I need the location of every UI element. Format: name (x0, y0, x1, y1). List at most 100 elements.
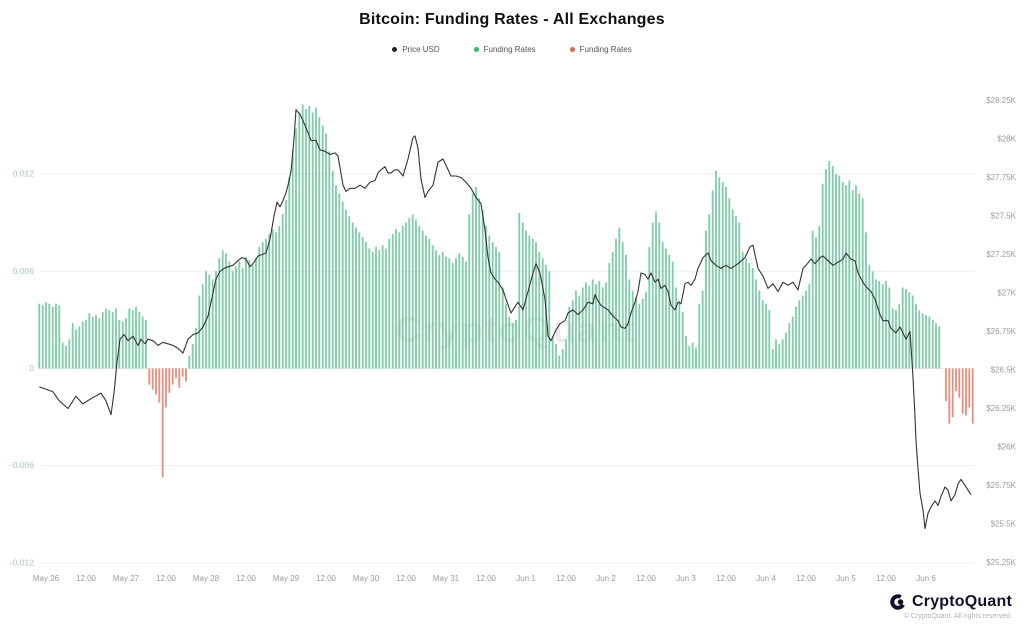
funding-bar-positive (701, 290, 704, 369)
funding-bar-positive (708, 214, 711, 369)
y-right-tick-label: $27.25K (986, 250, 1016, 259)
funding-bar-positive (308, 105, 311, 369)
funding-bar-positive (355, 227, 357, 369)
funding-bar-negative (158, 368, 161, 403)
funding-bar-positive (771, 349, 774, 369)
funding-bar-positive (581, 287, 584, 369)
funding-bar-positive (428, 238, 431, 369)
funding-bar-positive (908, 292, 911, 369)
funding-bar-positive (241, 268, 244, 369)
funding-bar-positive (321, 125, 324, 369)
page-title: Bitcoin: Funding Rates - All Exchanges (359, 11, 665, 28)
funding-bar-positive (601, 287, 604, 369)
funding-rates-green-dot-icon (473, 47, 479, 52)
funding-bar-positive (865, 232, 867, 369)
funding-bar-positive (788, 323, 791, 369)
funding-bar-positive (191, 344, 194, 369)
funding-bar-positive (395, 229, 397, 369)
funding-bar-positive (511, 323, 514, 369)
x-axis-tick-label: 12:00 (556, 574, 577, 583)
funding-bar-positive (271, 229, 274, 369)
funding-bar-positive (848, 180, 851, 369)
funding-rates-red-dot-icon (569, 47, 575, 52)
funding-bar-positive (635, 297, 637, 369)
x-axis-tick-label: May 31 (433, 574, 460, 583)
y-left-tick-label: 0 (29, 363, 34, 373)
chart-legend: Price USD Funding Rates Funding Rates (0, 45, 1024, 54)
funding-bar-positive (515, 319, 517, 369)
legend-label: Price USD (402, 45, 440, 54)
funding-bar-positive (45, 302, 47, 369)
funding-bar-positive (388, 238, 391, 369)
funding-bar-positive (508, 316, 511, 369)
funding-bar-positive (691, 342, 694, 369)
funding-bar-positive (215, 271, 217, 369)
funding-bar-positive (218, 258, 221, 369)
funding-bar-positive (431, 245, 434, 369)
funding-bar-positive (331, 170, 334, 369)
funding-bar-positive (341, 201, 344, 369)
funding-bar-positive (658, 222, 661, 369)
funding-bar-negative (948, 368, 951, 424)
funding-bar-positive (458, 253, 461, 369)
x-axis-tick-label: 12:00 (156, 574, 177, 583)
funding-bar-negative (951, 368, 954, 418)
legend-item-funding-rates-negative[interactable]: Funding Rates (569, 45, 632, 54)
cryptoquant-watermark: CryptoQuant (395, 309, 637, 350)
funding-bar-positive (375, 246, 377, 369)
funding-bar-positive (538, 251, 541, 369)
funding-bar-positive (631, 290, 634, 369)
funding-bar-positive (548, 271, 551, 369)
funding-bar-negative (971, 368, 974, 424)
funding-bar-positive (645, 292, 647, 369)
funding-bar-positive (195, 328, 197, 369)
funding-bar-positive (918, 310, 921, 369)
funding-bar-positive (425, 235, 427, 369)
funding-bar-positive (911, 295, 914, 369)
funding-bar-positive (288, 177, 291, 369)
x-axis-tick-label: 12:00 (876, 574, 897, 583)
funding-bar-positive (811, 230, 814, 369)
funding-bar-positive (281, 214, 284, 369)
funding-bar-positive (665, 248, 667, 369)
funding-bar-positive (98, 318, 101, 369)
funding-bar-positive (71, 323, 74, 369)
funding-bar-positive (238, 261, 241, 369)
funding-bar-positive (301, 104, 304, 369)
funding-bar-positive (378, 250, 381, 369)
x-axis-tick-label: Jun 4 (756, 574, 776, 583)
funding-bar-positive (851, 190, 854, 369)
legend-item-price-usd[interactable]: Price USD (392, 45, 440, 54)
funding-bar-positive (485, 225, 487, 369)
funding-bar-positive (935, 323, 937, 369)
funding-bar-positive (555, 344, 557, 369)
funding-bar-positive (841, 182, 844, 369)
funding-bar-positive (688, 345, 691, 369)
funding-bar-positive (438, 255, 441, 369)
funding-bar-positive (775, 339, 777, 369)
funding-bar-positive (145, 319, 147, 369)
funding-bar-positive (91, 316, 94, 369)
funding-bar-positive (51, 306, 54, 369)
x-axis-tick-label: May 30 (353, 574, 380, 583)
funding-bar-positive (491, 242, 494, 369)
y-right-tick-label: $28K (997, 135, 1016, 144)
legend-label: Funding Rates (483, 45, 536, 54)
funding-bar-positive (245, 256, 247, 369)
legend-item-funding-rates-positive[interactable]: Funding Rates (473, 45, 536, 54)
price-usd-line (39, 109, 972, 530)
funding-bar-positive (328, 151, 331, 369)
funding-bar-positive (561, 349, 564, 369)
funding-bar-positive (48, 303, 51, 369)
funding-bar-positive (648, 246, 651, 369)
funding-bar-positive (381, 245, 384, 369)
funding-bar-positive (608, 263, 611, 369)
funding-bar-positive (415, 219, 417, 369)
funding-bar-positive (135, 306, 137, 369)
funding-bar-positive (225, 253, 227, 369)
funding-bar-positive (405, 222, 407, 369)
funding-bar-positive (495, 246, 497, 369)
funding-bar-positive (475, 187, 477, 369)
funding-bar-positive (75, 329, 77, 369)
funding-bar-positive (295, 128, 297, 369)
